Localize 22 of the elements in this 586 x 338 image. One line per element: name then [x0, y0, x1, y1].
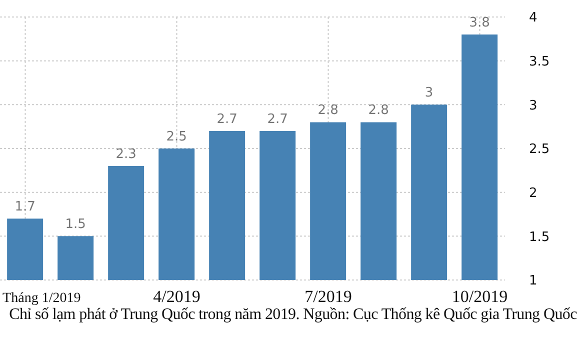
x-tick-label: 7/2019: [304, 287, 352, 306]
x-tick-label: Tháng 1/2019: [2, 291, 81, 306]
y-tick-label: 3.5: [529, 54, 550, 70]
y-tick-label: 4: [529, 10, 538, 26]
data-label: 3.8: [469, 16, 490, 31]
x-tick-label: 4/2019: [153, 287, 200, 306]
data-label: 1.7: [14, 200, 36, 215]
data-label: 2.8: [368, 103, 389, 118]
data-label: 3: [424, 86, 434, 101]
data-label: 1.5: [65, 217, 86, 232]
y-tick-label: 1.5: [529, 230, 550, 245]
data-label: 2.7: [216, 112, 238, 127]
data-label: 2.7: [267, 112, 288, 127]
data-label: 2.5: [166, 130, 187, 144]
text: Chỉ số lạm phát ở Trung Quốc trong năm 2019. Nguồn: Cục Thống kê Quốc gia Trung Quốc: [8, 306, 578, 324]
x-tick-label: 10/2019: [452, 287, 508, 306]
y-tick-label: 2: [529, 186, 538, 201]
data-label: 2.8: [318, 103, 338, 118]
y-tick-label: 2.5: [529, 142, 550, 158]
y-tick-label: 3: [529, 98, 538, 114]
data-label: 2.3: [116, 147, 136, 162]
y-tick-label: 1: [529, 274, 538, 289]
